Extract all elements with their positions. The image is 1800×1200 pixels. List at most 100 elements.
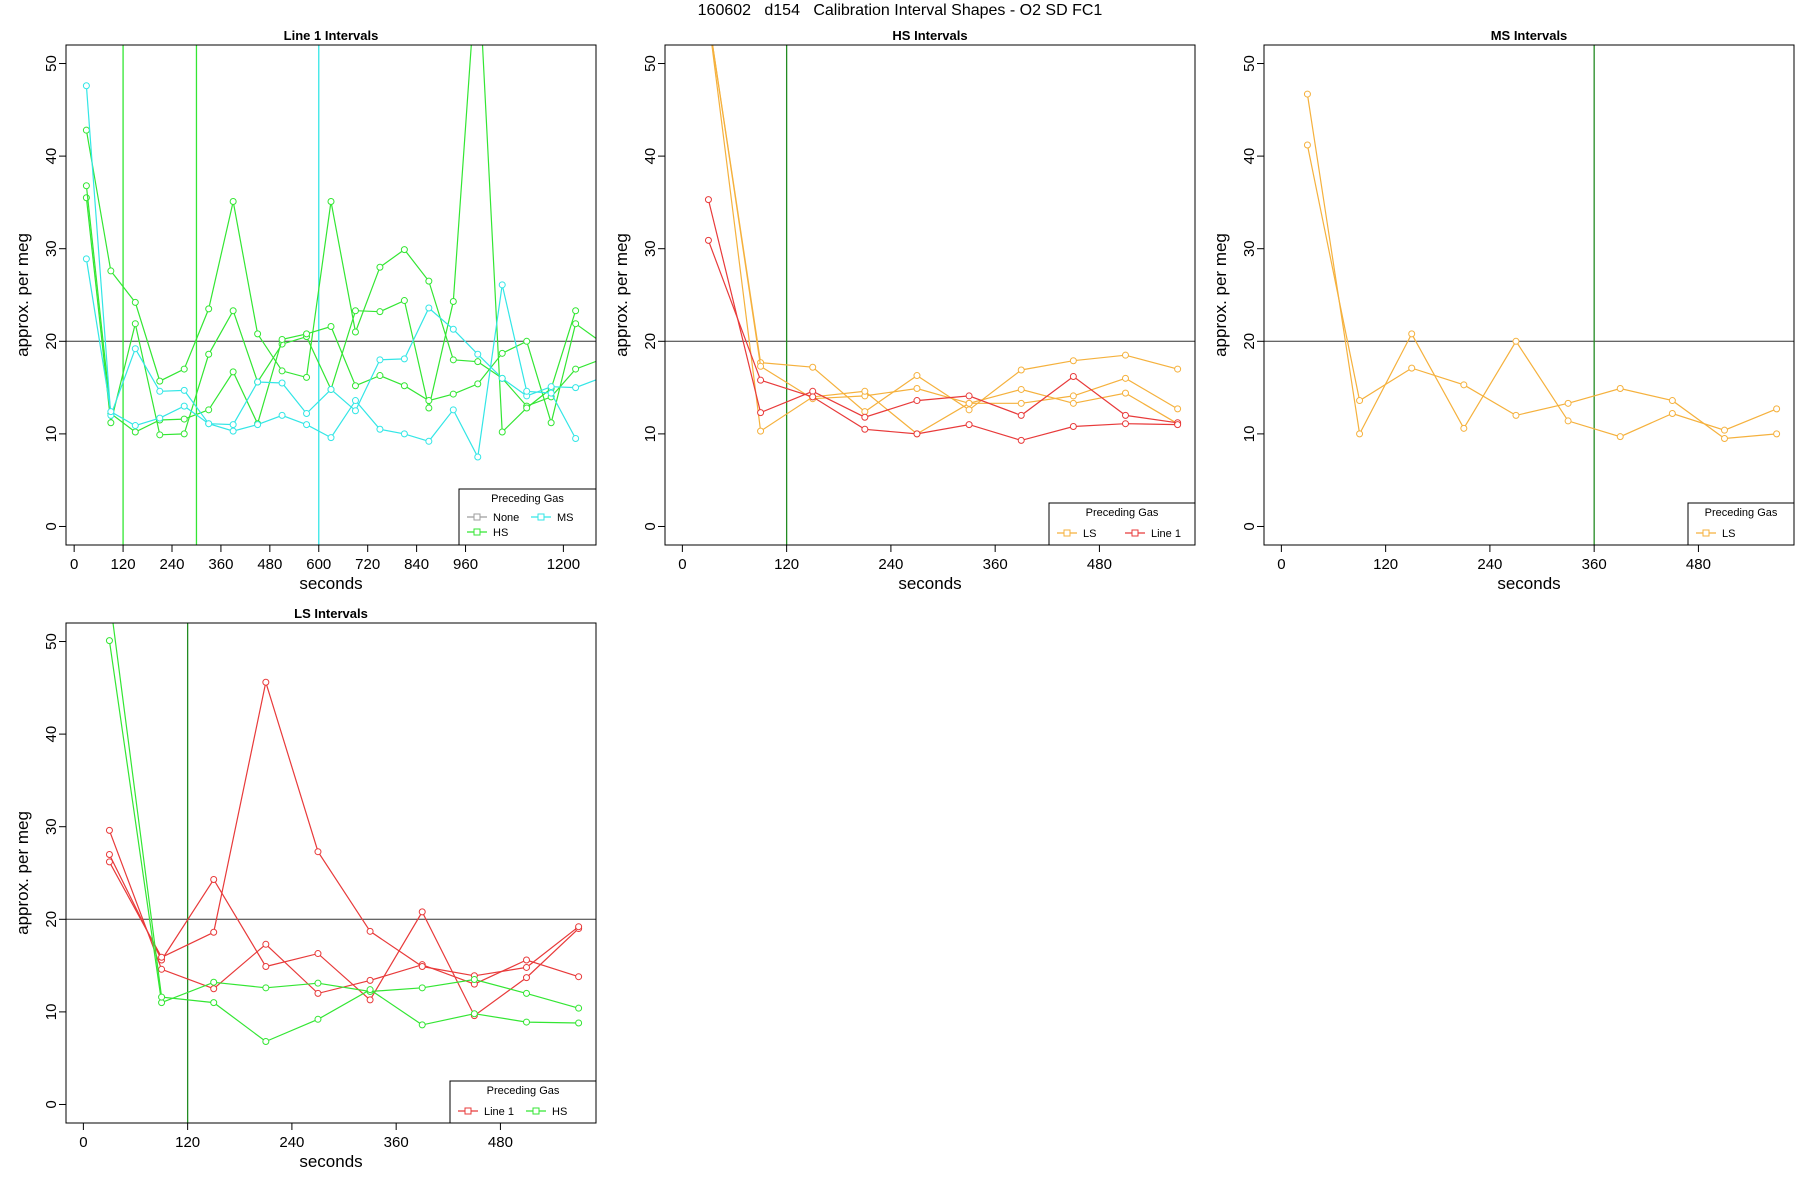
plot-frame [1263,44,1795,546]
data-point [965,421,973,429]
data-point [262,1038,270,1046]
data-point [180,415,188,423]
y-tick-label: 10 [43,1004,60,1021]
data-point [575,973,583,981]
chart-panel-line1: Line 1 Intervals 0 120 240 360 480 600 720 840 96… [13,28,597,593]
data-point [303,330,311,338]
data-point [705,14,711,20]
data-point [757,409,765,417]
x-tick-label: 360 [983,556,1008,573]
chart-title: LS Intervals [294,606,368,621]
data-point [498,428,506,436]
data-point [131,298,139,306]
data-point [210,928,218,936]
data-point [449,406,457,414]
data-point [303,410,311,418]
x-tick-label: 480 [1087,556,1112,573]
y-tick-label: 40 [43,148,60,165]
legend-swatch-marker [473,513,481,521]
data-point [913,385,921,393]
legend: Preceding Gas Line 1 HS [449,1080,597,1124]
data-point [1773,405,1781,413]
data-point [327,197,335,205]
data-point [572,320,580,328]
data-point [575,1019,583,1027]
legend-entry-label: None [493,512,519,524]
data-point [262,963,270,971]
data-point [254,421,262,429]
legend: Preceding Gas LS [1687,502,1795,546]
data-point [158,953,166,961]
data-point [229,427,237,435]
data-point [107,267,115,275]
data-point [105,850,113,858]
data-point [1616,433,1624,441]
data-point [400,382,408,390]
y-axis-label: approx. per meg [13,233,32,357]
y-tick-label: 0 [1241,522,1258,530]
x-tick-label: 120 [1373,556,1398,573]
chart-panel-ms: MS Intervals 0 120 240 360 480 0 10 20 30 40 50 seco… [1211,28,1795,593]
x-tick-label: 0 [678,556,686,573]
chart-panel-ls: LS Intervals 0 120 240 360 480 0 10 20 30 40 50 seco… [13,592,597,1171]
data-point [1668,397,1676,405]
legend-entry-label: LS [1722,528,1735,540]
data-point [106,592,112,598]
data-point [303,421,311,429]
legend-title: Preceding Gas [491,493,564,505]
data-point [262,678,270,686]
x-tick-label: 240 [279,1134,304,1151]
legend-box [449,1080,597,1124]
data-point [1564,417,1572,425]
data-point [158,965,166,973]
x-tick-label: 0 [79,1134,87,1151]
x-tick-label: 360 [208,556,233,573]
data-point [547,419,555,427]
legend-title: Preceding Gas [1086,507,1159,519]
x-tick-label: 120 [175,1134,200,1151]
data-point [522,989,530,997]
data-point [327,434,335,442]
data-point [1512,411,1520,419]
plot-area [1264,45,1794,545]
data-point [351,328,359,336]
x-tick-label: 1200 [547,556,580,573]
y-tick-label: 20 [43,911,60,928]
data-point [1121,351,1129,359]
data-point [449,390,457,398]
data-point [156,431,164,439]
data-point [704,196,712,204]
data-point [425,397,433,405]
legend-entry-label: HS [552,1106,567,1118]
series-line [108,830,579,995]
x-axis-label: seconds [299,574,362,593]
data-point [262,940,270,948]
data-point [400,297,408,305]
data-point [400,430,408,438]
data-point [861,413,869,421]
data-point [1460,381,1468,389]
data-point [474,453,482,461]
x-tick-label: 840 [404,556,429,573]
data-point [861,387,869,395]
data-point [575,923,583,931]
data-point [314,1015,322,1023]
data-point [474,380,482,388]
data-point [351,382,359,390]
data-point [1356,397,1364,405]
y-tick-label: 50 [43,55,60,72]
legend-swatch-marker [537,513,545,521]
data-point [400,246,408,254]
data-point [449,297,457,305]
series-line [108,640,579,1009]
legend-title: Preceding Gas [1705,507,1778,519]
data-point [913,397,921,405]
data-point [1512,337,1520,345]
data-point [180,402,188,410]
data-point [704,236,712,244]
x-tick-label: 120 [774,556,799,573]
data-point [474,350,482,358]
data-point [205,305,213,313]
data-point [757,427,765,435]
